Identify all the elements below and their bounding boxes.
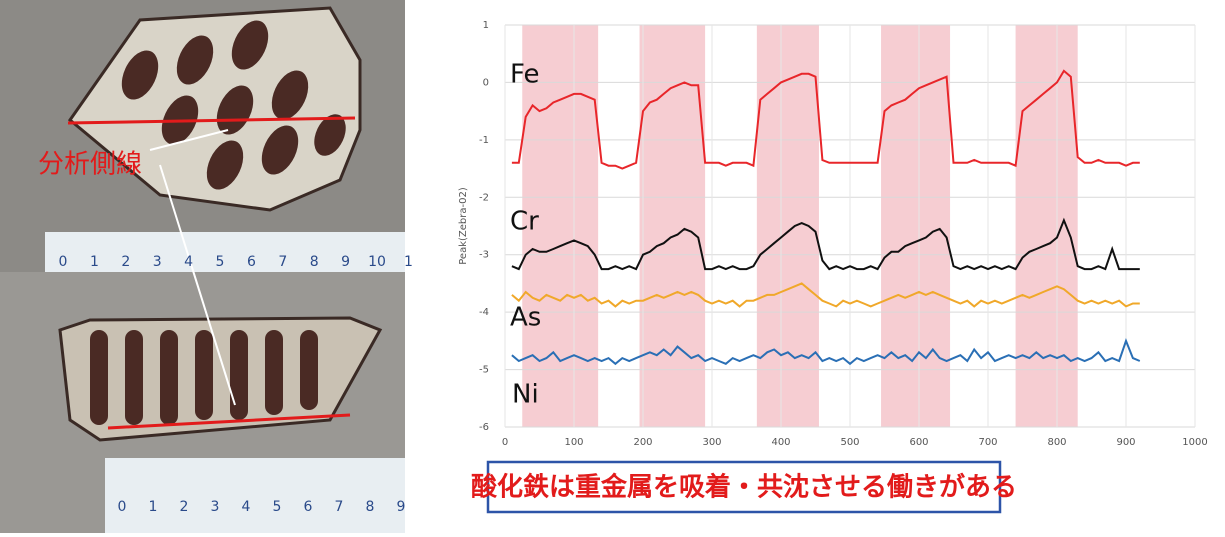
y-axis-label: Peak(Zebra-02): [458, 187, 469, 265]
x-tick-label: 0: [502, 437, 508, 448]
shaded-range: [881, 25, 950, 427]
ruler-label: 8: [366, 499, 375, 515]
ruler-label: 0: [59, 254, 68, 270]
y-tick-label: 0: [483, 77, 489, 88]
ruler-label: 9: [341, 254, 350, 270]
x-tick-label: 400: [771, 437, 790, 448]
x-tick-label: 100: [564, 437, 583, 448]
ruler-label: 2: [121, 254, 130, 270]
ruler-label: 0: [118, 499, 127, 515]
series-label: Fe: [510, 60, 540, 90]
ruler-label: 4: [184, 254, 193, 270]
photo-label: 分析側線: [38, 150, 142, 180]
ruler-label: 1: [149, 499, 158, 515]
series-label: Cr: [510, 207, 539, 237]
ruler-label: 1: [404, 254, 413, 270]
ruler-label: 2: [180, 499, 189, 515]
y-tick-label: -1: [479, 135, 489, 146]
shaded-range: [1016, 25, 1078, 427]
x-tick-label: 900: [1116, 437, 1135, 448]
x-tick-label: 500: [840, 437, 859, 448]
ruler-label: 6: [247, 254, 256, 270]
ruler-label: 1: [90, 254, 99, 270]
series-label: Ni: [512, 380, 539, 410]
x-tick-label: 300: [702, 437, 721, 448]
y-tick-label: -2: [479, 192, 489, 203]
ruler-label: 3: [153, 254, 162, 270]
x-tick-label: 800: [1047, 437, 1066, 448]
ruler-label: 9: [397, 499, 406, 515]
x-tick-label: 700: [978, 437, 997, 448]
ruler-label: 7: [278, 254, 287, 270]
ruler-label: 6: [304, 499, 313, 515]
caption: 酸化鉄は重金属を吸着・共沈させる働きがある: [471, 472, 1017, 503]
page: 分析側線 Peak(Zebra-02) 酸化鉄は重金属を吸着・共沈させる働きがあ…: [0, 0, 1225, 533]
ruler-label: 5: [216, 254, 225, 270]
ruler-label: 4: [242, 499, 251, 515]
y-tick-label: -5: [479, 365, 489, 376]
y-tick-label: -6: [479, 422, 489, 433]
x-tick-label: 600: [909, 437, 928, 448]
x-tick-label: 200: [633, 437, 652, 448]
y-tick-label: -3: [479, 250, 489, 261]
y-tick-label: 1: [483, 20, 489, 31]
ruler-label: 7: [335, 499, 344, 515]
ruler-label: 5: [273, 499, 282, 515]
x-tick-label: 1000: [1182, 437, 1207, 448]
y-tick-label: -4: [479, 307, 489, 318]
ruler-label: 8: [310, 254, 319, 270]
ruler-label: 3: [211, 499, 220, 515]
ruler-label: 10: [368, 254, 386, 270]
series-label: As: [510, 303, 541, 333]
